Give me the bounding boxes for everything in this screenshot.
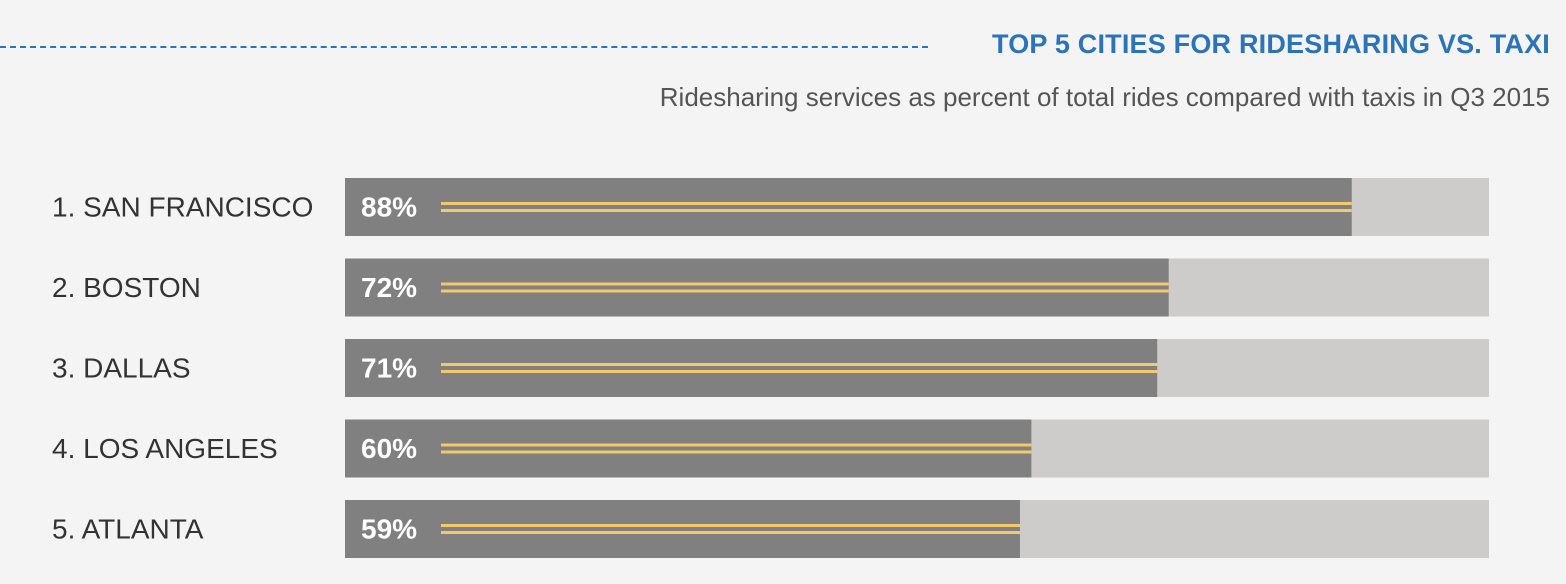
chart-title: TOP 5 CITIES FOR RIDESHARING VS. TAXI [992, 29, 1550, 59]
value-label: 88% [361, 192, 417, 223]
bar-row: 2. BOSTON 72% [52, 258, 1489, 317]
lane-line-lower [441, 209, 1352, 212]
city-label: 1. SAN FRANCISCO [52, 192, 313, 223]
lane-line-lower [441, 289, 1169, 293]
bar-row: 4. LOS ANGELES 60% [52, 419, 1489, 478]
value-label: 72% [361, 272, 417, 303]
value-label: 59% [361, 514, 417, 545]
city-label: 3. DALLAS [52, 353, 191, 384]
bar [345, 419, 1032, 478]
bar [345, 178, 1352, 236]
lane-line-upper [441, 443, 1032, 447]
bar [345, 258, 1169, 317]
city-label: 2. BOSTON [52, 272, 201, 303]
lane-line-upper [441, 282, 1169, 286]
city-label: 4. LOS ANGELES [52, 433, 278, 464]
title-dashed-rule [0, 46, 928, 48]
bar-row: 3. DALLAS 71% [52, 339, 1489, 397]
bar-row: 1. SAN FRANCISCO 88% [52, 178, 1489, 236]
lane-line-lower [441, 450, 1032, 454]
bar [345, 500, 1020, 558]
lane-line-upper [441, 202, 1352, 205]
chart-subtitle: Ridesharing services as percent of total… [659, 82, 1550, 112]
lane-line-lower [441, 531, 1020, 534]
bar-row: 5. ATLANTA 59% [52, 500, 1489, 558]
city-label: 5. ATLANTA [52, 514, 204, 545]
value-label: 60% [361, 433, 417, 464]
chart-header: TOP 5 CITIES FOR RIDESHARING VS. TAXI Ri… [0, 0, 1566, 140]
lane-line-upper [441, 363, 1158, 366]
lane-line-upper [441, 524, 1020, 527]
lane-line-lower [441, 370, 1158, 373]
bar [345, 339, 1158, 397]
value-label: 71% [361, 353, 417, 384]
